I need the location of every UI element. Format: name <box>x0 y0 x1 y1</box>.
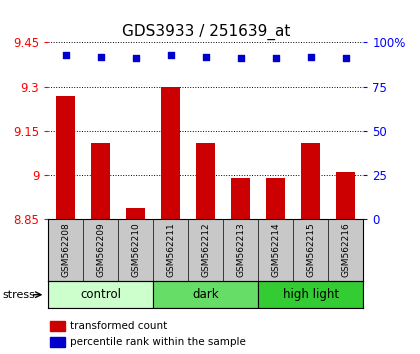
Text: GSM562208: GSM562208 <box>61 223 70 277</box>
Point <box>342 56 349 61</box>
Point <box>202 54 209 59</box>
Bar <box>266 178 286 219</box>
Text: GSM562212: GSM562212 <box>201 223 210 277</box>
Text: GSM562213: GSM562213 <box>236 223 245 277</box>
Bar <box>231 178 250 219</box>
Bar <box>301 143 320 219</box>
Text: GSM562210: GSM562210 <box>131 223 140 277</box>
Bar <box>161 87 181 219</box>
Bar <box>56 96 76 219</box>
Text: GSM562211: GSM562211 <box>166 223 175 277</box>
Text: high light: high light <box>283 288 339 301</box>
Bar <box>336 172 355 219</box>
Point <box>237 56 244 61</box>
Text: percentile rank within the sample: percentile rank within the sample <box>70 337 246 347</box>
Text: GSM562214: GSM562214 <box>271 223 280 277</box>
Text: stress: stress <box>2 290 35 300</box>
Text: dark: dark <box>192 288 219 301</box>
Bar <box>196 143 215 219</box>
Point <box>307 54 314 59</box>
Bar <box>126 208 145 219</box>
Point <box>97 54 104 59</box>
Point <box>273 56 279 61</box>
Point <box>63 52 69 58</box>
Bar <box>91 143 110 219</box>
Text: GSM562215: GSM562215 <box>306 223 315 277</box>
Text: control: control <box>80 288 121 301</box>
Bar <box>258 281 363 308</box>
Bar <box>153 281 258 308</box>
Text: GSM562209: GSM562209 <box>96 223 105 277</box>
Point <box>168 52 174 58</box>
Title: GDS3933 / 251639_at: GDS3933 / 251639_at <box>122 23 290 40</box>
Point <box>132 56 139 61</box>
Text: GSM562216: GSM562216 <box>341 223 350 277</box>
Bar <box>48 281 153 308</box>
Text: transformed count: transformed count <box>70 321 167 331</box>
Bar <box>50 337 65 347</box>
Bar <box>50 321 65 331</box>
